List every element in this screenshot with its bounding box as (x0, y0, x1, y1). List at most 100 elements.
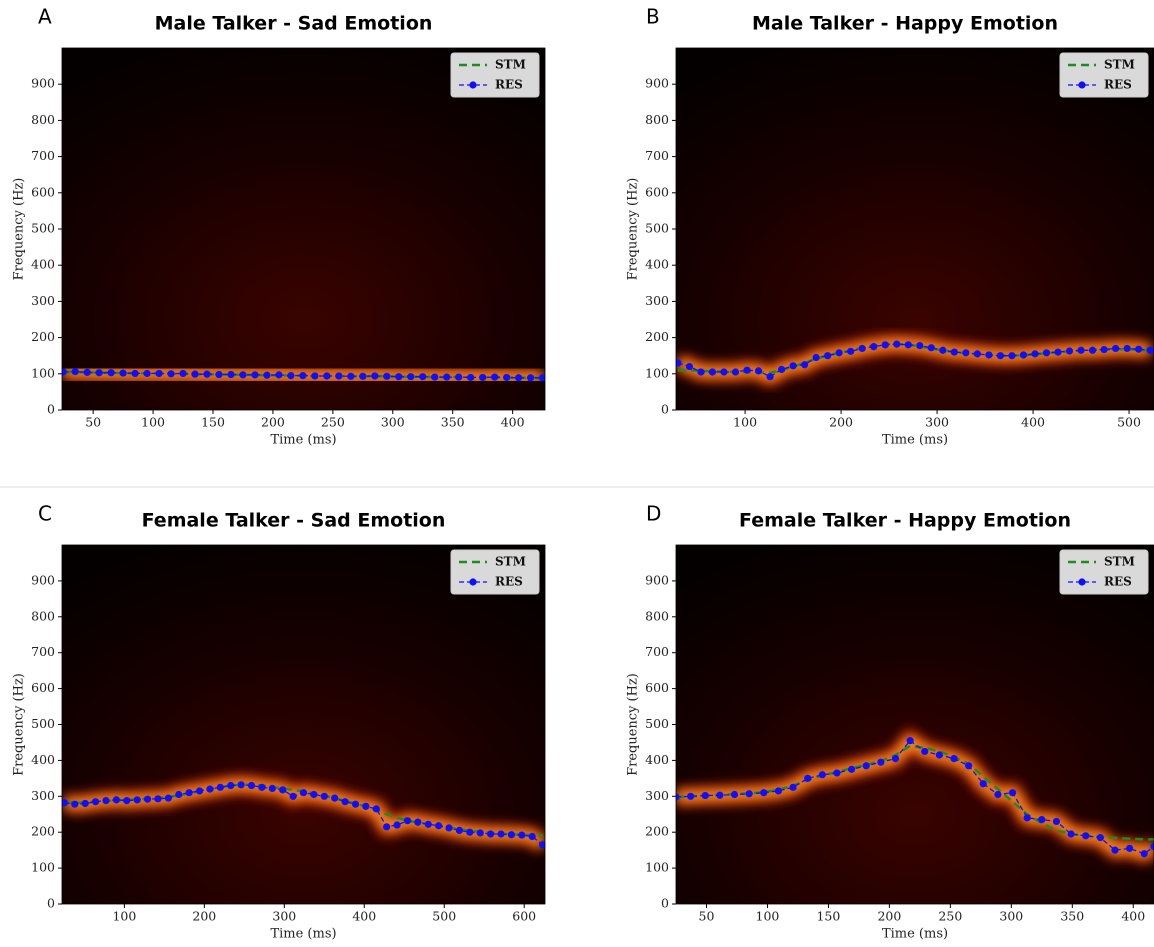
y-tick-label: 500 (31, 221, 55, 236)
res-point (921, 747, 929, 756)
legend-label: RES (495, 575, 523, 589)
res-point (1135, 345, 1143, 353)
y-tick-label: 300 (31, 293, 55, 308)
plot-area (676, 728, 1154, 864)
res-point (1150, 842, 1154, 851)
res-point (195, 787, 204, 795)
res-point (71, 800, 79, 808)
x-tick-label: 200 (829, 415, 853, 430)
res-point (893, 340, 901, 348)
res-point (71, 368, 79, 376)
res-point (507, 831, 516, 839)
res-point (515, 374, 523, 382)
res-point (131, 369, 139, 378)
x-tick-label: 100 (141, 415, 165, 430)
res-point (435, 822, 443, 830)
x-tick-label: 100 (112, 909, 136, 924)
res-point (164, 794, 172, 802)
x-tick-label: 600 (512, 909, 536, 924)
res-point (491, 373, 499, 381)
legend-label: RES (1104, 575, 1132, 589)
res-point (804, 774, 812, 782)
res-point (287, 372, 295, 380)
res-point (362, 802, 370, 810)
res-point (518, 831, 526, 839)
res-point (906, 737, 914, 745)
y-tick-label: 100 (31, 860, 55, 875)
x-tick-label: 100 (733, 415, 757, 430)
legend-dot (1078, 81, 1086, 89)
y-tick-label: 800 (645, 112, 669, 127)
res-point (407, 373, 415, 381)
res-point (497, 830, 505, 838)
res-point (143, 795, 152, 803)
res-point (372, 805, 380, 813)
y-tick-label: 900 (31, 76, 55, 91)
res-point (487, 830, 495, 838)
res-point (1112, 344, 1120, 353)
x-tick-label: 50 (699, 909, 715, 924)
panel: 0 100 200 300 400 500 600 700 800 900 50 100 150 200 2… (12, 5, 546, 448)
res-point (743, 366, 751, 374)
res-point (167, 370, 175, 378)
spectrogram (676, 545, 1154, 904)
x-tick-label: 300 (999, 909, 1023, 924)
res-point (351, 800, 360, 808)
res-point (279, 786, 287, 794)
res-point (708, 368, 717, 376)
y-tick-label: 300 (645, 293, 669, 308)
res-point (347, 372, 355, 380)
res-point (745, 790, 753, 798)
res-point (1008, 789, 1017, 797)
plot-area (62, 362, 545, 387)
res-point (1123, 344, 1131, 353)
y-tick-label: 0 (47, 402, 55, 417)
res-point (774, 787, 783, 795)
res-point (950, 348, 958, 356)
res-point (847, 347, 855, 355)
x-axis-label: Time (ms) (270, 433, 336, 448)
res-point (939, 346, 947, 354)
res-point (133, 796, 141, 804)
res-point (927, 344, 935, 352)
y-tick-label: 800 (645, 608, 669, 623)
res-point (1096, 833, 1104, 842)
res-point (215, 370, 223, 379)
res-point (720, 368, 728, 376)
y-tick-label: 200 (645, 824, 669, 839)
res-point (904, 341, 912, 349)
y-tick-label: 100 (645, 365, 669, 380)
res-point (1146, 346, 1154, 354)
y-tick-label: 400 (645, 752, 669, 767)
res-point (185, 789, 193, 797)
y-tick-label: 900 (645, 76, 669, 91)
y-axis-label: Frequency (Hz) (12, 178, 27, 281)
res-point (383, 372, 391, 380)
res-point (760, 789, 768, 797)
res-point (527, 374, 535, 382)
res-point (766, 373, 774, 381)
y-tick-label: 200 (31, 824, 55, 839)
legend-dot (1078, 578, 1086, 586)
res-point (310, 790, 318, 799)
x-tick-label: 400 (1121, 909, 1145, 924)
res-point (891, 755, 900, 763)
y-tick-label: 600 (645, 680, 669, 695)
panel-label: D (646, 502, 661, 526)
y-tick-label: 600 (645, 184, 669, 199)
res-point (237, 781, 245, 789)
res-point (847, 765, 856, 773)
res-point (479, 373, 487, 382)
y-tick-label: 100 (645, 860, 669, 875)
res-point (102, 797, 110, 805)
res-point (1008, 352, 1016, 360)
legend-label: STM (1104, 58, 1135, 72)
res-point (455, 826, 464, 835)
res-point (1082, 832, 1090, 840)
y-tick-label: 400 (31, 257, 55, 272)
res-point (203, 370, 211, 378)
res-point (1054, 348, 1062, 356)
res-point (62, 799, 68, 807)
res-point (155, 369, 163, 378)
